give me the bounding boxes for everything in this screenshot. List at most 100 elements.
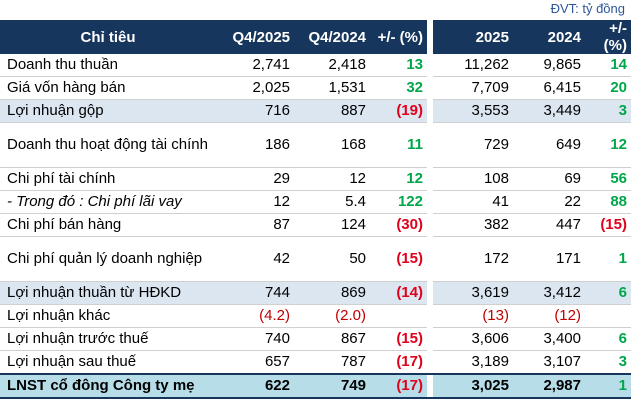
cell-year-change: 3	[585, 350, 631, 375]
cell-quarter-change-value: (15)	[396, 330, 423, 347]
cell-2025: 3,553	[433, 99, 513, 123]
cell-q4-2024: 5.4	[294, 190, 370, 214]
cell-q4-2024: 12	[294, 167, 370, 191]
cell-year-change: 88	[585, 190, 631, 214]
unit-note: ĐVT: tỷ đồng	[550, 1, 625, 16]
cell-year-change-value: 56	[610, 170, 627, 187]
cell-year-change-value: (15)	[600, 216, 627, 233]
row-label: Lợi nhuận thuần từ HĐKD	[0, 281, 216, 305]
cell-quarter-change: (15)	[370, 327, 427, 351]
cell-quarter-change: (15)	[370, 236, 427, 282]
table-row: Giá vốn hàng bán 2,025 1,531 32 7,709 6,415 20	[0, 76, 631, 100]
cell-year-change: 1	[585, 236, 631, 282]
table-row: Lợi nhuận sau thuế 657 787 (17) 3,189 3,107 3	[0, 350, 631, 375]
cell-q4-2024: 869	[294, 281, 370, 305]
cell-year-change: 12	[585, 122, 631, 168]
cell-quarter-change: 13	[370, 54, 427, 77]
cell-year-change-value: 1	[618, 250, 627, 267]
row-label: Doanh thu thuần	[0, 54, 216, 77]
cell-q4-2024: (2.0)	[294, 304, 370, 328]
cell-quarter-change: (17)	[370, 373, 427, 399]
cell-q4-2025: 740	[216, 327, 294, 351]
cell-q4-2025: 2,741	[216, 54, 294, 77]
cell-2024: 649	[513, 122, 585, 168]
cell-quarter-change: 122	[370, 190, 427, 214]
row-label: Chi phí bán hàng	[0, 213, 216, 237]
cell-quarter-change: (17)	[370, 350, 427, 375]
cell-year-change: 6	[585, 327, 631, 351]
cell-2025: 3,619	[433, 281, 513, 305]
cell-2024: 69	[513, 167, 585, 191]
table-row: Chi phí bán hàng 87 124 (30) 382 447 (15)	[0, 213, 631, 237]
cell-year-change-value: 6	[618, 284, 627, 301]
cell-2024: 3,400	[513, 327, 585, 351]
cell-quarter-change-value: (17)	[396, 353, 423, 370]
cell-q4-2025: 42	[216, 236, 294, 282]
row-label: Giá vốn hàng bán	[0, 76, 216, 100]
header-q4-2025: Q4/2025	[216, 20, 294, 54]
row-label: Lợi nhuận trước thuế	[0, 327, 216, 351]
row-label: Chi phí tài chính	[0, 167, 216, 191]
row-label: Lợi nhuận gộp	[0, 99, 216, 123]
cell-quarter-change: 32	[370, 76, 427, 100]
table-row: Chi phí tài chính 29 12 12 108 69 56	[0, 167, 631, 191]
cell-q4-2024: 887	[294, 99, 370, 123]
cell-2024: 22	[513, 190, 585, 214]
cell-quarter-change-value: 32	[406, 79, 423, 96]
cell-quarter-change-value: 12	[406, 170, 423, 187]
cell-2024: 171	[513, 236, 585, 282]
cell-quarter-change: 12	[370, 167, 427, 191]
cell-quarter-change-value: 13	[406, 56, 423, 73]
cell-year-change-value: 12	[610, 136, 627, 153]
cell-year-change: 3	[585, 99, 631, 123]
cell-q4-2025: 29	[216, 167, 294, 191]
cell-q4-2024: 2,418	[294, 54, 370, 77]
cell-quarter-change-value: (17)	[396, 377, 423, 394]
cell-quarter-change	[370, 304, 427, 328]
cell-q4-2025: 744	[216, 281, 294, 305]
cell-q4-2025: 12	[216, 190, 294, 214]
cell-q4-2025: (4.2)	[216, 304, 294, 328]
cell-2025: 108	[433, 167, 513, 191]
table-row: Lợi nhuận thuần từ HĐKD 744 869 (14) 3,619 3,…	[0, 281, 631, 305]
cell-q4-2024: 1,531	[294, 76, 370, 100]
cell-2024: (12)	[513, 304, 585, 328]
cell-gap	[427, 281, 433, 305]
cell-gap	[427, 373, 433, 399]
cell-q4-2025: 186	[216, 122, 294, 168]
cell-quarter-change: 11	[370, 122, 427, 168]
cell-year-change: 1	[585, 373, 631, 399]
row-label: Lợi nhuận khác	[0, 304, 216, 328]
cell-year-change: 14	[585, 54, 631, 77]
cell-q4-2024: 50	[294, 236, 370, 282]
cell-2024: 3,107	[513, 350, 585, 375]
row-label: Chi phí quản lý doanh nghiệp	[0, 236, 216, 282]
table-row: Lợi nhuận gộp 716 887 (19) 3,553 3,449 3	[0, 99, 631, 123]
row-label: - Trong đó : Chi phí lãi vay	[0, 190, 216, 214]
cell-year-change-value: 3	[618, 353, 627, 370]
cell-year-change: 56	[585, 167, 631, 191]
cell-year-change: (15)	[585, 213, 631, 237]
cell-year-change-value: 1	[618, 377, 627, 394]
cell-year-change-value: 88	[610, 193, 627, 210]
cell-2024: 3,449	[513, 99, 585, 123]
cell-2024: 447	[513, 213, 585, 237]
cell-q4-2025: 87	[216, 213, 294, 237]
cell-quarter-change: (19)	[370, 99, 427, 123]
header-2025: 2025	[433, 20, 513, 54]
row-label: Lợi nhuận sau thuế	[0, 350, 216, 375]
cell-2024: 2,987	[513, 373, 585, 399]
cell-q4-2025: 716	[216, 99, 294, 123]
cell-year-change: 20	[585, 76, 631, 100]
row-label: Doanh thu hoạt động tài chính	[0, 122, 216, 168]
table-row: Lợi nhuận trước thuế 740 867 (15) 3,606 3,400…	[0, 327, 631, 351]
cell-2024: 3,412	[513, 281, 585, 305]
cell-2025: 3,025	[433, 373, 513, 399]
cell-quarter-change-value: 11	[407, 136, 423, 153]
header-quarter-change: +/- (%)	[370, 20, 427, 54]
cell-2025: 172	[433, 236, 513, 282]
cell-2025: 41	[433, 190, 513, 214]
cell-q4-2025: 2,025	[216, 76, 294, 100]
cell-quarter-change-value: (15)	[396, 250, 423, 267]
cell-year-change-value: 3	[618, 102, 627, 119]
